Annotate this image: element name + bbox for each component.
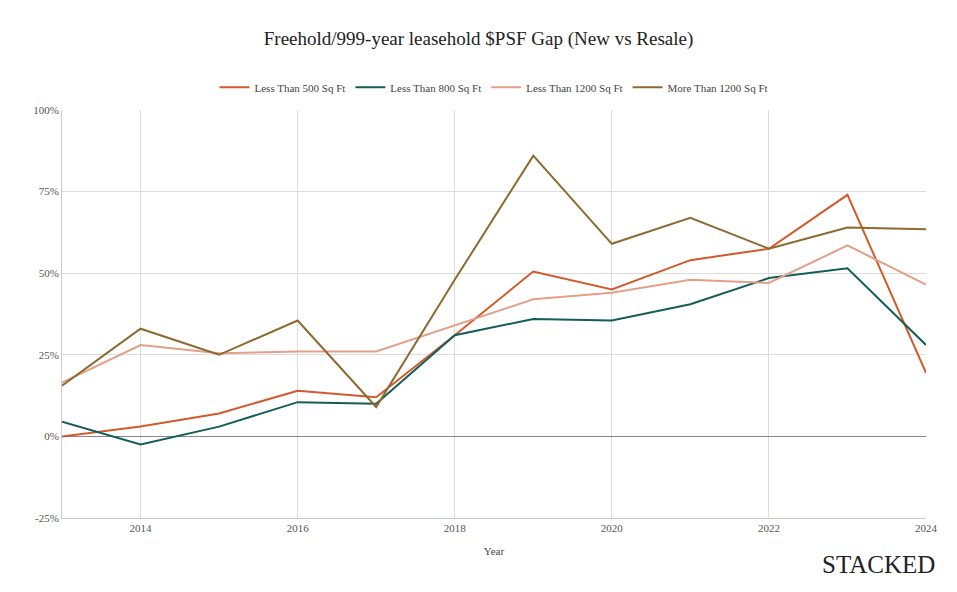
- svg-text:More Than 1200 Sq Ft: More Than 1200 Sq Ft: [668, 82, 768, 94]
- svg-text:2016: 2016: [287, 522, 310, 534]
- svg-text:2014: 2014: [130, 522, 153, 534]
- svg-text:Less Than 1200 Sq Ft: Less Than 1200 Sq Ft: [526, 82, 622, 94]
- svg-text:Year: Year: [484, 545, 505, 557]
- svg-text:2018: 2018: [444, 522, 467, 534]
- svg-text:2020: 2020: [601, 522, 624, 534]
- svg-text:STACKED: STACKED: [822, 551, 935, 578]
- svg-text:75%: 75%: [39, 185, 59, 197]
- svg-text:100%: 100%: [33, 104, 59, 116]
- svg-text:50%: 50%: [39, 267, 59, 279]
- svg-text:-25%: -25%: [35, 512, 59, 524]
- svg-text:25%: 25%: [39, 349, 59, 361]
- svg-text:Less Than 500 Sq Ft: Less Than 500 Sq Ft: [255, 82, 346, 94]
- svg-text:Less Than 800 Sq Ft: Less Than 800 Sq Ft: [390, 82, 481, 94]
- svg-text:Freehold/999-year leasehold $P: Freehold/999-year leasehold $PSF Gap (Ne…: [264, 28, 694, 50]
- svg-text:2024: 2024: [915, 522, 938, 534]
- svg-text:2022: 2022: [758, 522, 780, 534]
- svg-text:0%: 0%: [44, 430, 59, 442]
